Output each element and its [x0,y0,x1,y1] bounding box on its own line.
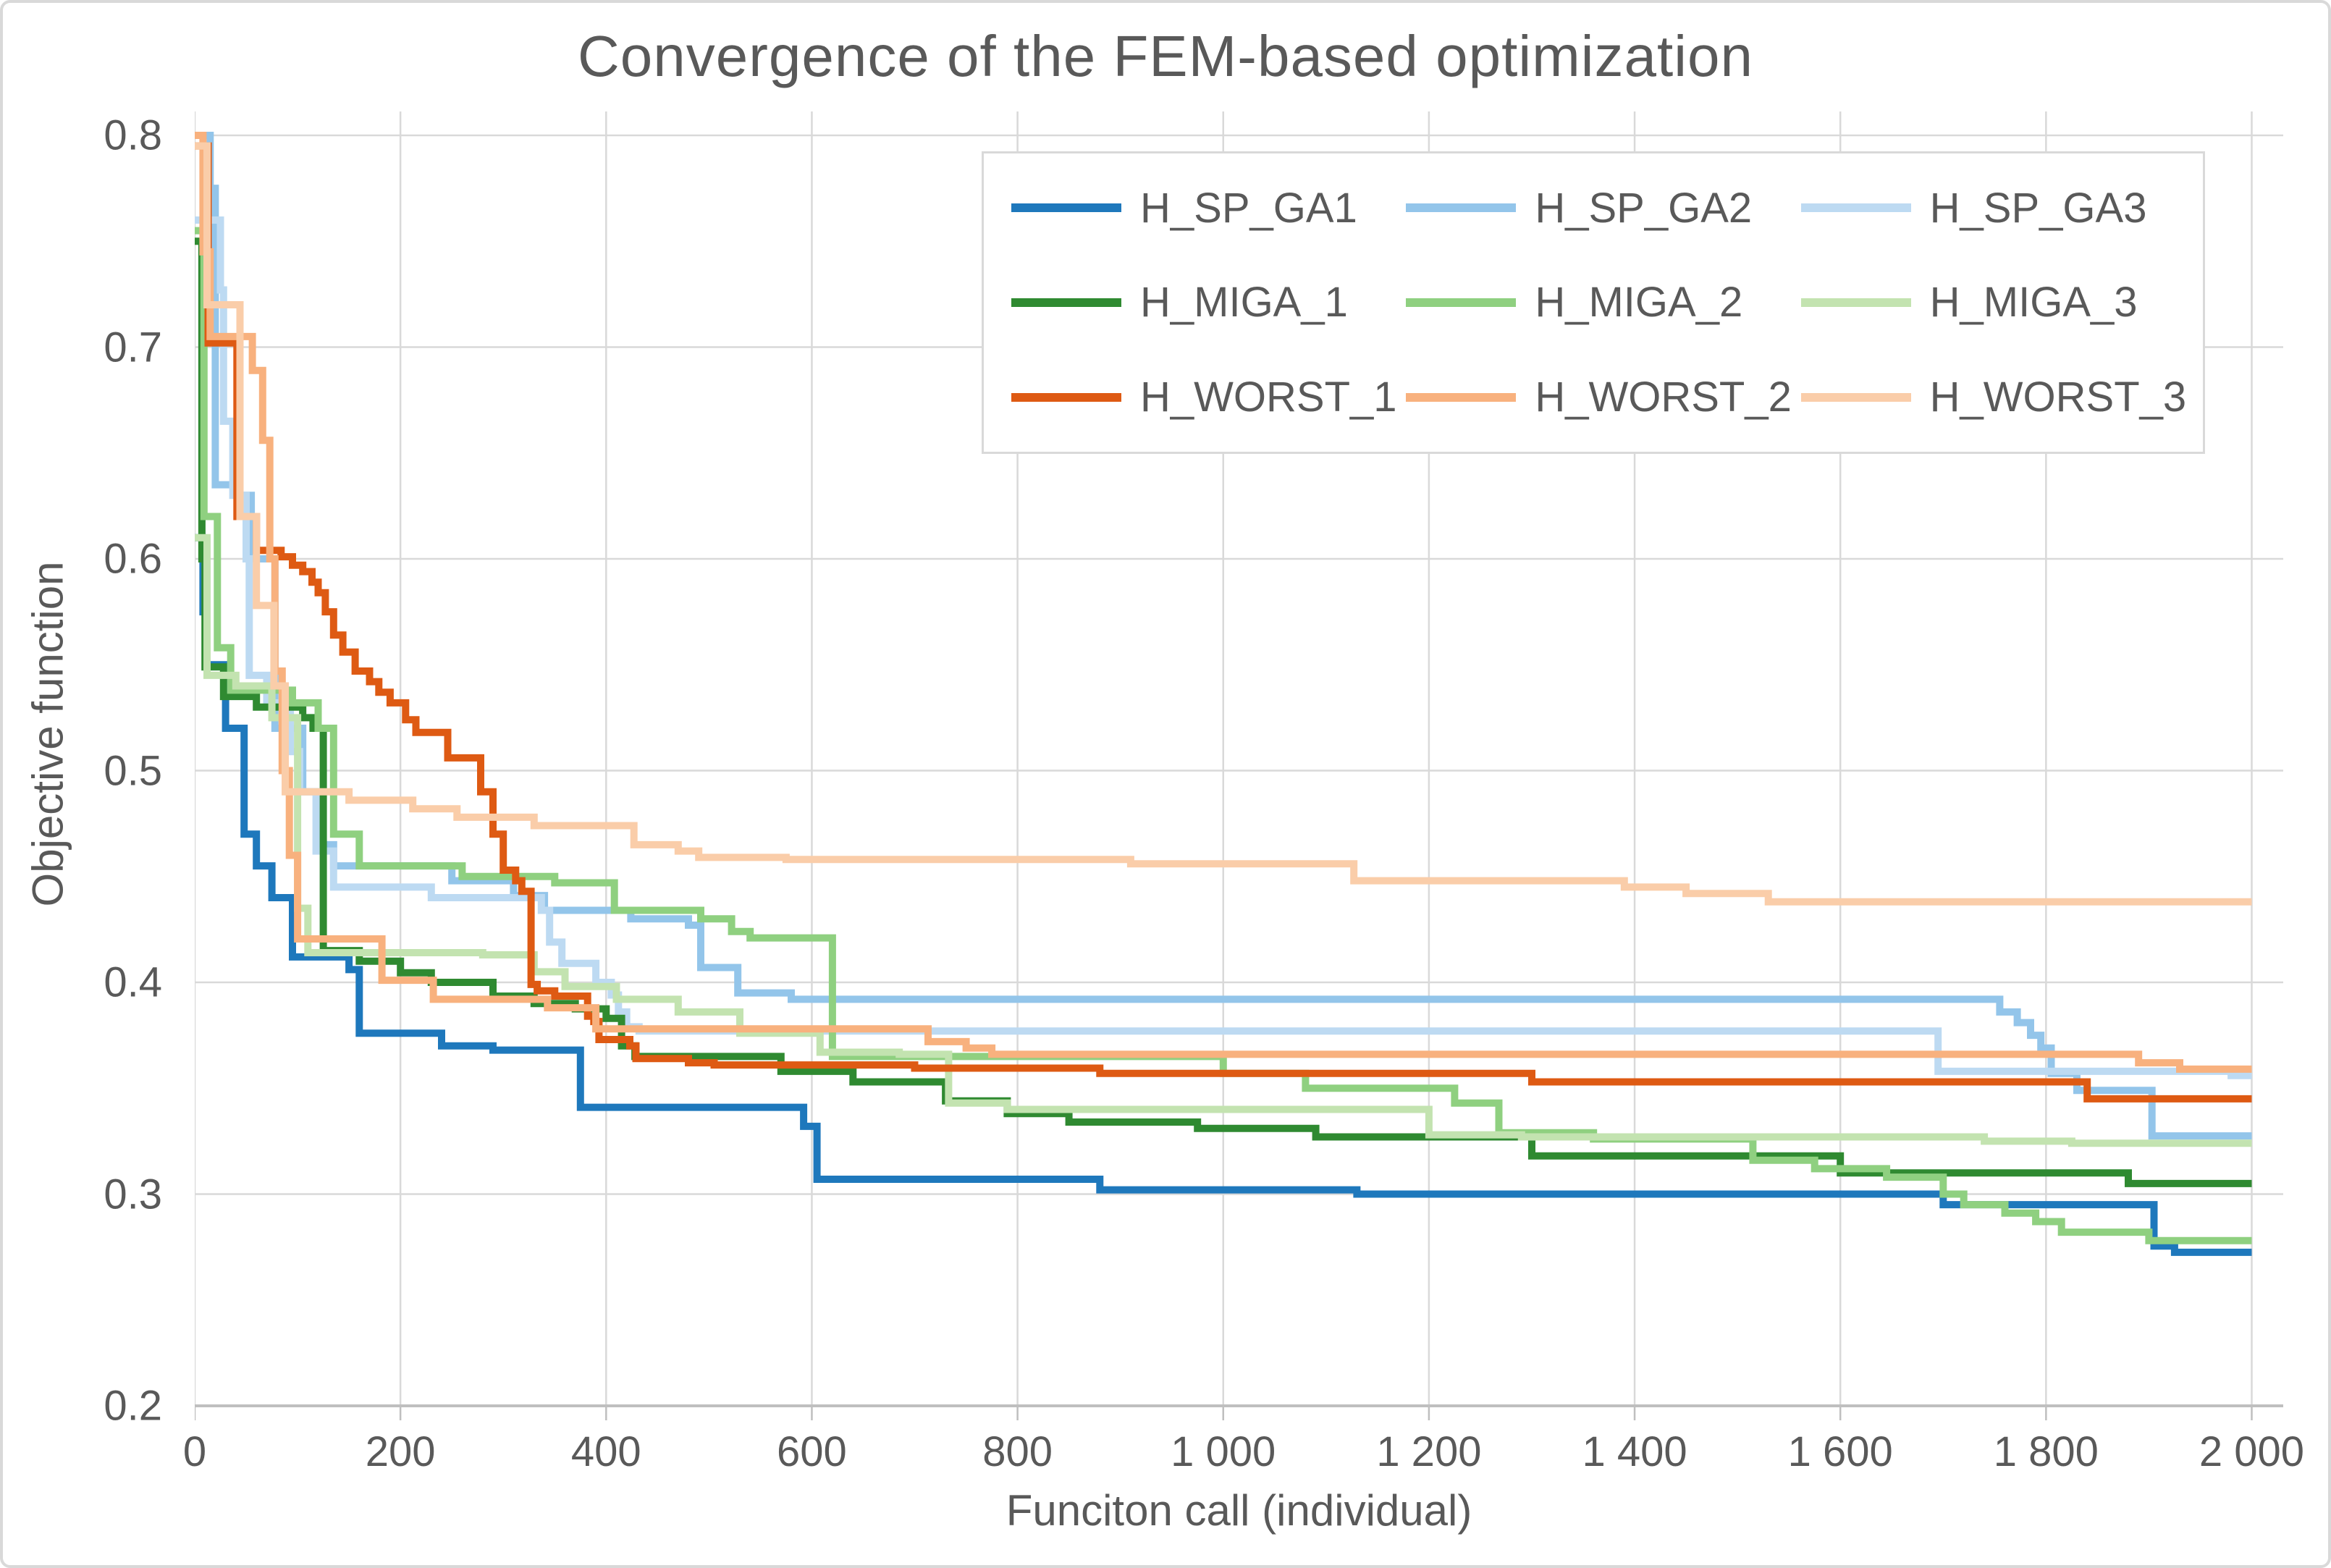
legend-swatch-H_SP_GA3 [1800,203,1911,213]
x-tick-label: 800 [982,1428,1053,1475]
legend-item-H_SP_GA3: H_SP_GA3 [1800,161,2196,256]
y-tick-label: 0.6 [104,535,162,583]
series-line-H_SP_GA3 [195,216,2252,1079]
y-axis-title: Objective function [23,561,72,907]
x-tick-label: 0 [182,1428,207,1475]
legend-item-H_WORST_2: H_WORST_2 [1406,350,1800,444]
x-tick-label: 1 200 [1376,1428,1482,1475]
x-tick-label: 200 [365,1428,436,1475]
legend-label: H_MIGA_1 [1140,279,1348,326]
x-tick-label: 1 400 [1582,1428,1687,1475]
legend-swatch-H_MIGA_3 [1800,298,1911,307]
legend-label: H_MIGA_2 [1535,279,1743,326]
legend-item-H_MIGA_1: H_MIGA_1 [1011,256,1406,350]
legend-item-H_WORST_3: H_WORST_3 [1800,350,2196,444]
legend-label: H_WORST_2 [1535,374,1792,421]
legend-swatch-H_WORST_2 [1406,392,1517,402]
legend-item-H_MIGA_3: H_MIGA_3 [1800,256,2196,350]
legend-swatch-H_MIGA_2 [1406,298,1517,307]
y-tick-label: 0.8 [104,111,162,159]
legend-swatch-H_SP_GA2 [1406,203,1517,213]
legend-swatch-H_WORST_3 [1800,392,1911,402]
legend-swatch-H_WORST_1 [1011,392,1121,402]
plot-area: H_SP_GA1 H_SP_GA2 H_SP_GA3 H_MIGA_1 H_MIGA_2… [195,111,2283,1423]
legend: H_SP_GA1 H_SP_GA2 H_SP_GA3 H_MIGA_1 H_MIGA_2… [982,151,2205,454]
series-line-H_SP_GA2 [195,132,2252,1140]
legend-label: H_SP_GA3 [1929,184,2147,232]
legend-item-H_WORST_1: H_WORST_1 [1011,350,1406,444]
y-tick-label: 0.5 [104,747,162,794]
x-tick-label: 600 [777,1428,847,1475]
x-tick-label: 1 600 [1787,1428,1893,1475]
legend-label: H_SP_GA1 [1140,184,1357,232]
legend-swatch-H_SP_GA1 [1011,203,1121,213]
x-tick-label: 400 [570,1428,641,1475]
y-tick-label: 0.3 [104,1171,162,1218]
legend-label: H_WORST_1 [1140,374,1397,421]
x-tick-label: 1 800 [1993,1428,2099,1475]
legend-swatch-H_MIGA_1 [1011,298,1121,307]
legend-item-H_MIGA_2: H_MIGA_2 [1406,256,1800,350]
y-tick-label: 0.7 [104,324,162,371]
x-tick-label: 2 000 [2199,1428,2305,1475]
series-line-H_WORST_3 [195,142,2252,906]
legend-item-H_SP_GA2: H_SP_GA2 [1406,161,1800,256]
series-line-H_WORST_2 [195,132,2252,1073]
x-axis-title: Funciton call (individual) [1006,1486,1472,1535]
legend-label: H_MIGA_3 [1929,279,2138,326]
series-line-H_WORST_1 [195,142,2252,1103]
x-tick-label: 1 000 [1171,1428,1276,1475]
y-tick-label: 0.4 [104,958,162,1006]
legend-label: H_WORST_3 [1929,374,2187,421]
y-tick-label: 0.2 [104,1382,162,1430]
legend-label: H_SP_GA2 [1535,184,1753,232]
chart-title: Convergence of the FEM-based optimizatio… [577,24,1754,88]
series-line-H_SP_GA1 [195,534,2252,1256]
legend-item-H_SP_GA1: H_SP_GA1 [1011,161,1406,256]
